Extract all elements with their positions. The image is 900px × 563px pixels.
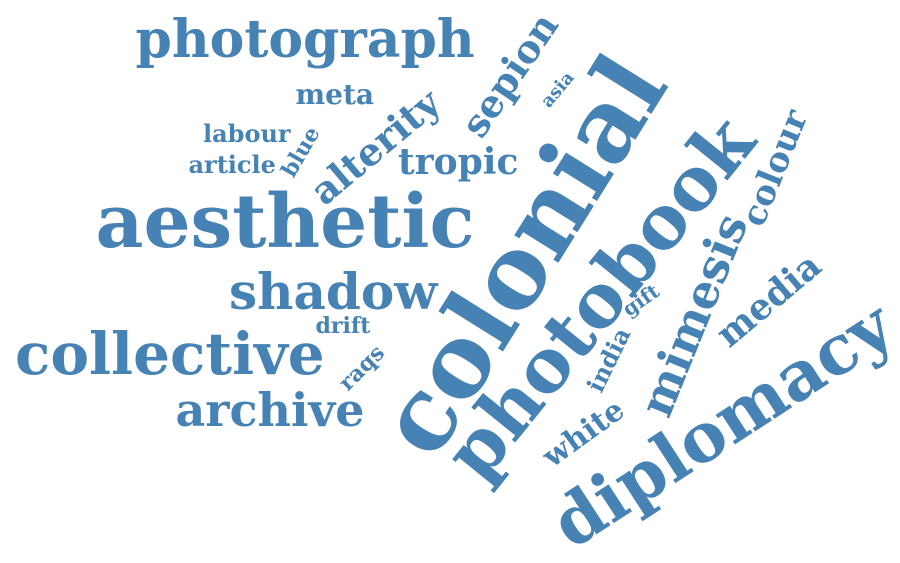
word-aesthetic: aesthetic	[95, 179, 475, 265]
word-drift: drift	[315, 313, 371, 339]
word-labour: labour	[203, 119, 291, 148]
word-tropic: tropic	[398, 141, 519, 183]
word-meta: meta	[295, 78, 375, 111]
word-collective: collective	[15, 320, 325, 388]
word-archive: archive	[175, 383, 365, 437]
word-article: article	[188, 150, 276, 179]
word-photograph: photograph	[135, 9, 475, 70]
word-shadow: shadow	[229, 262, 438, 321]
